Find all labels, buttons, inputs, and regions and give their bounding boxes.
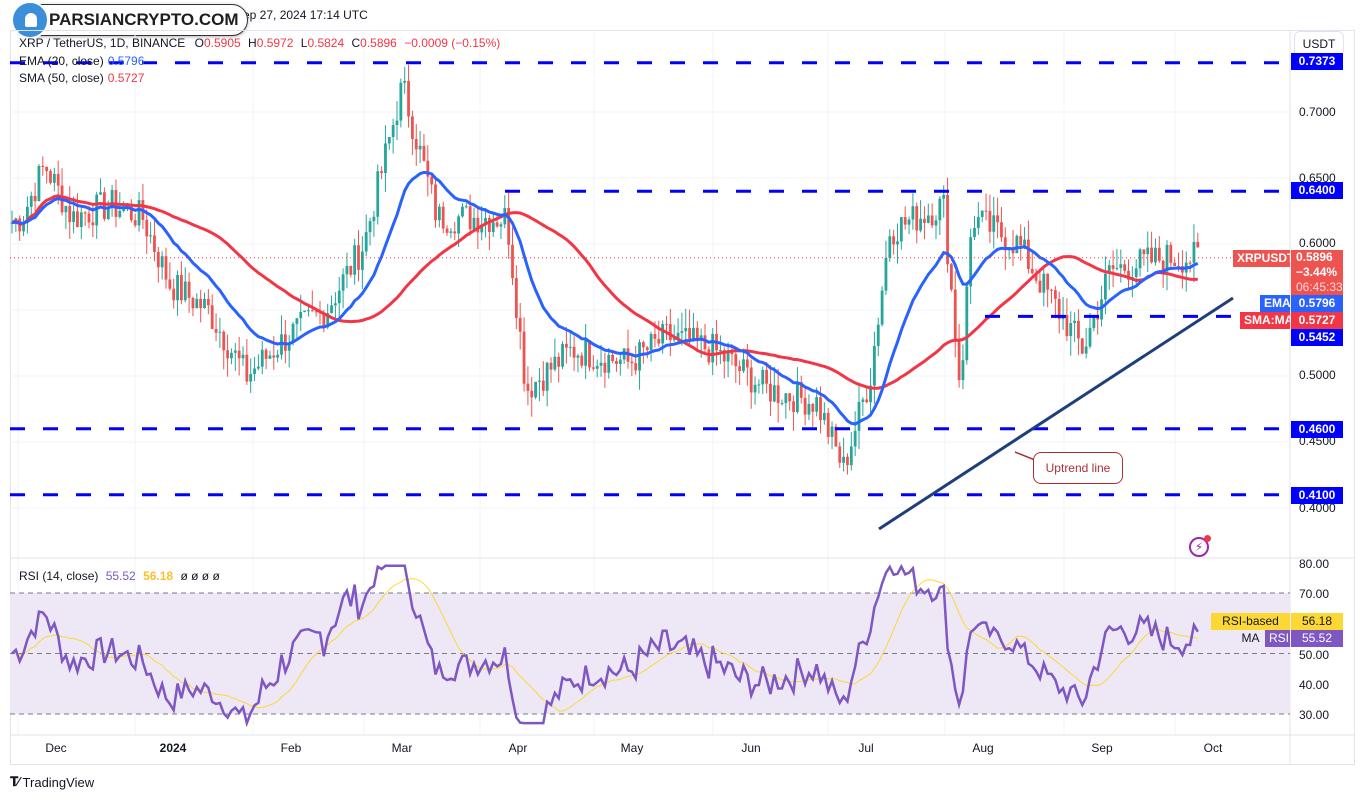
chart-header: Sep 27, 2024 17:14 UTC (10, 8, 368, 22)
alert-bolt-icon[interactable]: ⚡ (1189, 535, 1211, 557)
time-tick-jul: Jul (858, 741, 874, 755)
watermark-text: PARSIANCRYPTO.COM (49, 10, 239, 29)
current-price: 0.5896 (1296, 250, 1333, 264)
timestamp: Sep 27, 2024 17:14 UTC (235, 8, 368, 22)
rsi-null-values: ø ø ø ø (180, 569, 220, 583)
level-label-0.4100: 0.4100 (1291, 487, 1343, 504)
low-value: 0.5824 (307, 36, 345, 50)
level-label-0.7373: 0.7373 (1291, 53, 1343, 70)
rsi-tick: 40.00 (1299, 678, 1330, 692)
rsi-price-label: 55.52 (1291, 630, 1343, 647)
uptrend-callout[interactable]: Uptrend line (1033, 452, 1123, 484)
ema-label: EMA (20, close) (19, 54, 104, 68)
time-tick-2024: 2024 (159, 741, 187, 755)
close-value: 0.5896 (360, 36, 397, 50)
ema-legend[interactable]: EMA (20, close) 0.5796 (19, 54, 144, 68)
sma-value: 0.5727 (107, 71, 145, 85)
level-label-0.5452: 0.5452 (1291, 329, 1343, 346)
time-tick-apr: Apr (508, 741, 528, 755)
rsi-ma-price-label: 56.18 (1291, 613, 1343, 630)
open-value: 0.5905 (203, 36, 241, 50)
sma-tag: SMA:MA (1240, 312, 1293, 329)
symbol-tag: XRPUSDT (1233, 250, 1294, 267)
currency-button[interactable]: USDT (1294, 31, 1344, 57)
sma-legend[interactable]: SMA (50, close) 0.5727 (19, 71, 144, 85)
rsi-ma-tag: RSI-based MA (1211, 613, 1290, 645)
rsi-value: 55.52 (105, 569, 136, 583)
sma-price-label: 0.5727 (1291, 312, 1343, 329)
price-tick: 0.5000 (1299, 368, 1336, 382)
time-tick-aug: Aug (972, 741, 994, 755)
rsi-tick: 30.00 (1299, 708, 1330, 722)
high-label: H (248, 36, 257, 50)
ohlc-legend: XRP / TetherUS, 1D, BINANCE O0.5905 H0.5… (19, 36, 500, 50)
rsi-legend[interactable]: RSI (14, close) 55.52 56.18 ø ø ø ø (19, 569, 220, 583)
logo-icon (11, 1, 49, 39)
time-tick-mar: Mar (391, 741, 413, 755)
time-tick-may: May (620, 741, 644, 755)
rsi-tick: 70.00 (1299, 587, 1330, 601)
time-tick-feb: Feb (280, 741, 302, 755)
sma-label: SMA (50, close) (19, 71, 104, 85)
bar-countdown: 06:45:33 (1296, 280, 1343, 294)
rsi-tag: RSI (1265, 630, 1290, 647)
current-change: −3.44% (1296, 265, 1338, 279)
high-value: 0.5972 (256, 36, 294, 50)
price-tick: 0.4000 (1299, 501, 1336, 515)
symbol-label: XRP / TetherUS, 1D, BINANCE (19, 36, 186, 50)
tradingview-brand: TradingView (22, 774, 95, 790)
tradingview-icon: 𝐓∕ (10, 774, 19, 789)
level-label-0.6400: 0.6400 (1291, 182, 1343, 199)
ema-value: 0.5796 (107, 54, 145, 68)
time-tick-jun: Jun (741, 741, 761, 755)
level-label-0.4600: 0.4600 (1291, 421, 1343, 438)
rsi-ma-value: 56.18 (143, 569, 174, 583)
rsi-label: RSI (14, close) (19, 569, 99, 583)
change-value: −0.0009 (−0.15%) (404, 36, 501, 50)
ema-tag: EMA (1260, 295, 1291, 312)
time-tick-dec: Dec (45, 741, 67, 755)
price-tick: 0.6000 (1299, 236, 1336, 250)
rsi-tick: 50.00 (1299, 648, 1330, 662)
chart-frame[interactable] (10, 30, 1355, 765)
current-price-box: 0.5896 −3.44% 06:45:33 (1291, 250, 1343, 296)
time-tick-oct: Oct (1203, 741, 1223, 755)
low-label: L (300, 36, 308, 50)
open-label: O (194, 36, 204, 50)
time-tick-sep: Sep (1091, 741, 1113, 755)
tradingview-logo[interactable]: 𝐓∕ TradingView (10, 774, 94, 790)
price-tick: 0.7000 (1299, 105, 1336, 119)
ema-price-label: 0.5796 (1291, 295, 1343, 312)
close-label: C (351, 36, 361, 50)
rsi-tick: 80.00 (1299, 557, 1330, 571)
price-tick: 0.6500 (1299, 171, 1336, 185)
